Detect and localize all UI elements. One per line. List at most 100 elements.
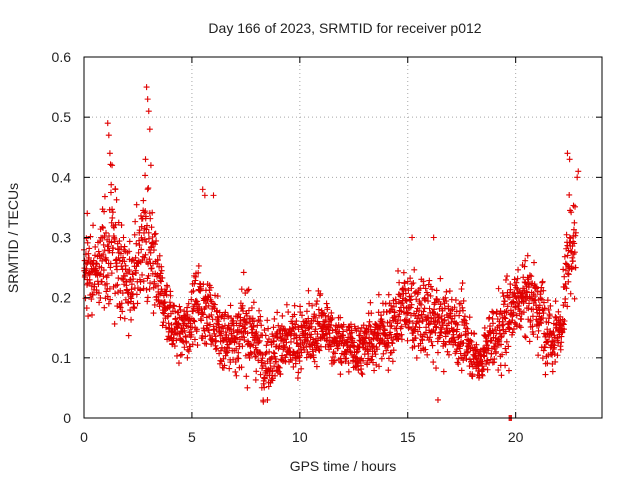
data-point	[84, 210, 91, 217]
data-point	[285, 329, 292, 336]
data-point	[237, 320, 244, 327]
data-point	[425, 298, 432, 305]
data-point	[151, 231, 158, 238]
data-point	[483, 361, 490, 368]
data-point	[510, 298, 517, 305]
data-point	[454, 321, 461, 328]
data-point	[198, 317, 205, 324]
data-point	[270, 349, 277, 356]
data-point	[429, 286, 436, 293]
data-point	[517, 324, 524, 331]
data-point	[216, 309, 223, 316]
data-point	[464, 325, 471, 332]
data-point	[499, 351, 506, 358]
data-point	[103, 257, 110, 264]
data-point	[265, 325, 272, 332]
data-point	[441, 316, 448, 323]
data-point	[286, 344, 293, 351]
data-point	[128, 281, 135, 288]
data-point	[137, 278, 144, 285]
data-point	[290, 363, 297, 370]
data-point	[571, 295, 578, 302]
data-point	[153, 237, 160, 244]
data-point	[259, 351, 266, 358]
data-point	[407, 296, 414, 303]
data-point	[544, 360, 551, 367]
data-point	[430, 359, 437, 366]
data-point	[363, 330, 370, 337]
data-point	[141, 254, 148, 261]
data-point	[251, 318, 258, 325]
data-point	[540, 299, 547, 306]
data-point	[415, 319, 422, 326]
data-point	[464, 349, 471, 356]
data-point	[89, 291, 96, 298]
data-point	[264, 317, 271, 324]
data-point	[376, 363, 383, 370]
data-point	[360, 357, 367, 364]
data-point	[132, 254, 139, 261]
data-point	[109, 162, 116, 169]
data-point	[222, 329, 229, 336]
data-point	[178, 351, 185, 358]
data-point	[469, 373, 476, 380]
data-point	[493, 348, 500, 355]
data-point	[535, 352, 542, 359]
data-point	[140, 278, 147, 285]
data-point	[116, 257, 123, 264]
data-point	[396, 291, 403, 298]
data-point	[83, 305, 90, 312]
data-point	[268, 341, 275, 348]
data-point	[261, 384, 268, 391]
data-point	[541, 305, 548, 312]
data-point	[226, 345, 233, 352]
data-point	[240, 308, 247, 315]
data-point	[404, 310, 411, 317]
data-point	[312, 314, 319, 321]
data-point	[332, 350, 339, 357]
data-point	[384, 335, 391, 342]
data-point	[568, 209, 575, 216]
data-point	[511, 276, 518, 283]
data-point	[311, 311, 318, 318]
data-point	[304, 337, 311, 344]
data-point	[164, 283, 171, 290]
data-point	[158, 278, 165, 285]
data-point	[88, 296, 95, 303]
data-point	[549, 337, 556, 344]
data-point	[235, 311, 242, 318]
data-point	[520, 309, 527, 316]
data-point	[243, 312, 250, 319]
data-point	[206, 332, 213, 339]
data-point	[276, 343, 283, 350]
data-point	[510, 325, 517, 332]
data-point	[249, 315, 256, 322]
data-point	[564, 303, 571, 310]
data-point	[220, 355, 227, 362]
data-point	[257, 313, 264, 320]
data-point	[85, 313, 92, 320]
data-point	[133, 201, 140, 208]
data-point	[245, 307, 252, 314]
data-point	[90, 222, 97, 229]
data-point	[309, 348, 316, 355]
data-point	[289, 357, 296, 364]
data-point	[103, 229, 110, 236]
data-point	[105, 243, 112, 250]
data-point	[163, 324, 170, 331]
data-point	[138, 223, 145, 230]
data-point	[96, 299, 103, 306]
data-point	[338, 358, 345, 365]
data-point	[542, 371, 549, 378]
data-point	[184, 304, 191, 311]
data-point	[133, 291, 140, 298]
data-point	[108, 270, 115, 277]
data-point	[105, 300, 112, 307]
data-point	[144, 96, 151, 103]
data-point	[159, 309, 166, 316]
data-point	[108, 219, 115, 226]
data-point	[232, 359, 239, 366]
data-point	[531, 259, 538, 266]
data-point	[322, 312, 329, 319]
data-point	[253, 352, 260, 359]
